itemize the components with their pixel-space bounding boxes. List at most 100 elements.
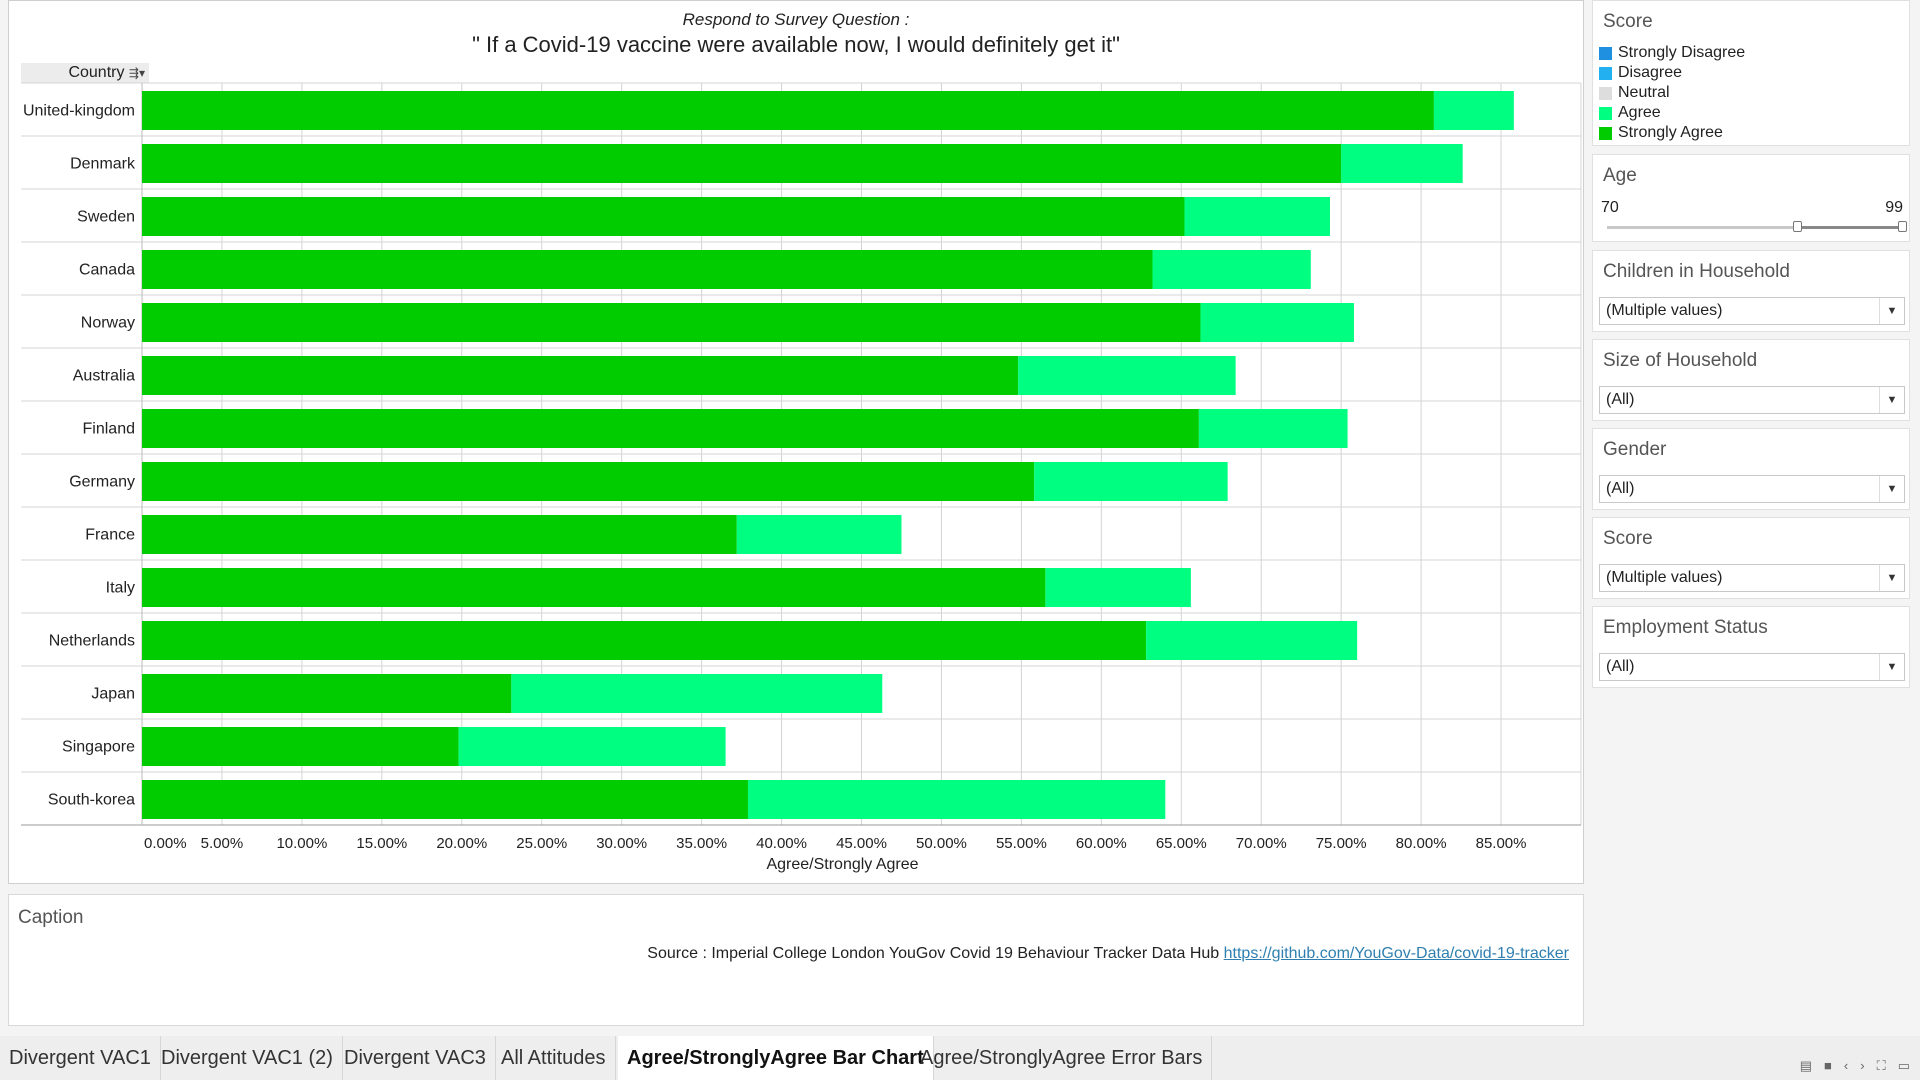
tab-divergent-vac3[interactable]: Divergent VAC3: [335, 1036, 496, 1080]
legend-item-strongly-disagree[interactable]: Strongly Disagree: [1599, 43, 1745, 63]
bar-strongly-agree[interactable]: [142, 356, 1019, 395]
category-label: Germany: [69, 474, 135, 491]
chevron-down-icon[interactable]: ▼: [1879, 298, 1904, 324]
tab-divergent-vac1-2[interactable]: Divergent VAC1 (2): [152, 1036, 343, 1080]
bar-strongly-agree[interactable]: [142, 303, 1201, 342]
score-dropdown[interactable]: (Multiple values) ▼: [1599, 564, 1905, 592]
bar-strongly-agree[interactable]: [142, 144, 1342, 183]
x-axis-title: Agree/Strongly Agree: [766, 856, 918, 873]
legend-item-strongly-agree[interactable]: Strongly Agree: [1599, 123, 1723, 143]
bar-agree[interactable]: [1433, 91, 1514, 130]
employment-dropdown[interactable]: (All) ▼: [1599, 653, 1905, 681]
household-size-filter-title: Size of Household: [1603, 350, 1758, 371]
tab-divergent-vac1[interactable]: Divergent VAC1: [0, 1036, 161, 1080]
bar-agree[interactable]: [1045, 568, 1191, 607]
caption-panel: Caption Source : Imperial College London…: [8, 894, 1584, 1026]
category-label: Canada: [79, 262, 135, 279]
age-slider-max-handle[interactable]: [1898, 221, 1907, 232]
score-filter: Score (Multiple values) ▼: [1592, 517, 1910, 599]
employment-filter-title: Employment Status: [1603, 617, 1768, 638]
household-size-dropdown[interactable]: (All) ▼: [1599, 386, 1905, 414]
bar-strongly-agree[interactable]: [142, 462, 1035, 501]
children-dropdown[interactable]: (Multiple values) ▼: [1599, 297, 1905, 325]
legend-label: Disagree: [1618, 64, 1683, 81]
single-view-icon[interactable]: ■: [1824, 1058, 1832, 1073]
tab-agree-bar-chart[interactable]: Agree/StronglyAgree Bar Chart: [618, 1036, 934, 1080]
bar-strongly-agree[interactable]: [142, 250, 1153, 289]
bar-agree[interactable]: [1018, 356, 1236, 395]
grid-view-icon[interactable]: ▤: [1799, 1058, 1813, 1073]
gender-dropdown[interactable]: (All) ▼: [1599, 475, 1905, 503]
bar-strongly-agree[interactable]: [142, 621, 1147, 660]
bar-agree[interactable]: [1200, 303, 1354, 342]
chevron-down-icon[interactable]: ▼: [1879, 476, 1904, 502]
bar-agree[interactable]: [1152, 250, 1311, 289]
bar-strongly-agree[interactable]: [142, 409, 1199, 448]
chart-title: " If a Covid-19 vaccine were available n…: [472, 32, 1120, 57]
chevron-down-icon[interactable]: ▼: [1879, 654, 1904, 680]
x-tick-label: 30.00%: [596, 835, 647, 852]
country-header-label: Country: [68, 64, 125, 81]
bar-strongly-agree[interactable]: [142, 515, 737, 554]
bar-strongly-agree[interactable]: [142, 568, 1046, 607]
category-label: Norway: [81, 315, 135, 332]
tab-agree-error-bars[interactable]: Agree/StronglyAgree Error Bars: [911, 1036, 1213, 1080]
bar-agree[interactable]: [1341, 144, 1463, 183]
category-label: Singapore: [62, 739, 135, 756]
bar-agree[interactable]: [747, 780, 1166, 819]
category-label: Denmark: [70, 156, 136, 173]
x-tick-label: 85.00%: [1476, 835, 1527, 852]
x-tick-label: 0.00%: [144, 835, 187, 852]
legend-item-neutral[interactable]: Neutral: [1599, 83, 1670, 103]
x-tick-label: 45.00%: [836, 835, 887, 852]
next-icon[interactable]: ›: [1860, 1058, 1865, 1073]
score-filter-title: Score: [1603, 528, 1653, 549]
x-tick-label: 25.00%: [516, 835, 567, 852]
bar-agree[interactable]: [1146, 621, 1358, 660]
children-dropdown-value: (Multiple values): [1606, 302, 1723, 319]
x-tick-label: 75.00%: [1316, 835, 1367, 852]
employment-filter: Employment Status (All) ▼: [1592, 606, 1910, 688]
bar-agree[interactable]: [458, 727, 726, 766]
sort-icon[interactable]: ⇶▾: [128, 66, 145, 80]
legend-item-disagree[interactable]: Disagree: [1599, 63, 1682, 83]
category-label: Australia: [73, 368, 135, 385]
bar-chart: 0.00% 5.00% 10.00% 15.00% 20.00% 25.00% 30.00%…: [21, 82, 1582, 873]
x-tick-label: 60.00%: [1076, 835, 1127, 852]
bar-strongly-agree[interactable]: [142, 727, 459, 766]
country-column-header[interactable]: Country ⇶▾: [21, 63, 149, 83]
bar-strongly-agree[interactable]: [142, 674, 512, 713]
bar-agree[interactable]: [1198, 409, 1348, 448]
category-label: Italy: [106, 580, 135, 597]
bar-strongly-agree[interactable]: [142, 91, 1434, 130]
legend-swatch: [1599, 66, 1612, 80]
category-label: Netherlands: [49, 633, 135, 650]
age-slider-min-handle[interactable]: [1793, 221, 1803, 232]
x-tick-label: 15.00%: [356, 835, 407, 852]
age-slider-track[interactable]: [1607, 226, 1901, 229]
chevron-down-icon[interactable]: ▼: [1879, 387, 1904, 413]
bar-strongly-agree[interactable]: [142, 780, 748, 819]
caption-source: Source : Imperial College London YouGov …: [647, 945, 1569, 963]
bar-agree[interactable]: [736, 515, 902, 554]
bar-agree[interactable]: [1184, 197, 1330, 236]
chart-subtitle: Respond to Survey Question :: [682, 10, 910, 29]
chart-panel: Respond to Survey Question : " If a Covi…: [8, 0, 1584, 884]
x-tick-label: 50.00%: [916, 835, 967, 852]
category-label: France: [85, 527, 135, 544]
bar-strongly-agree[interactable]: [142, 197, 1185, 236]
x-tick-label: 5.00%: [201, 835, 244, 852]
bar-agree[interactable]: [1034, 462, 1228, 501]
chevron-down-icon[interactable]: ▼: [1879, 565, 1904, 591]
legend-swatch: [1599, 46, 1612, 60]
household-size-filter: Size of Household (All) ▼: [1592, 339, 1910, 421]
tab-all-attitudes[interactable]: All Attitudes: [492, 1036, 616, 1080]
age-max-label: 99: [1885, 199, 1903, 216]
fullscreen-icon[interactable]: ⛶: [1876, 1058, 1886, 1073]
source-link[interactable]: https://github.com/YouGov-Data/covid-19-…: [1223, 945, 1569, 962]
prev-icon[interactable]: ‹: [1843, 1058, 1849, 1073]
x-tick-label: 10.00%: [276, 835, 327, 852]
legend-item-agree[interactable]: Agree: [1599, 103, 1661, 123]
present-icon[interactable]: ▭: [1897, 1058, 1910, 1073]
bar-agree[interactable]: [511, 674, 883, 713]
